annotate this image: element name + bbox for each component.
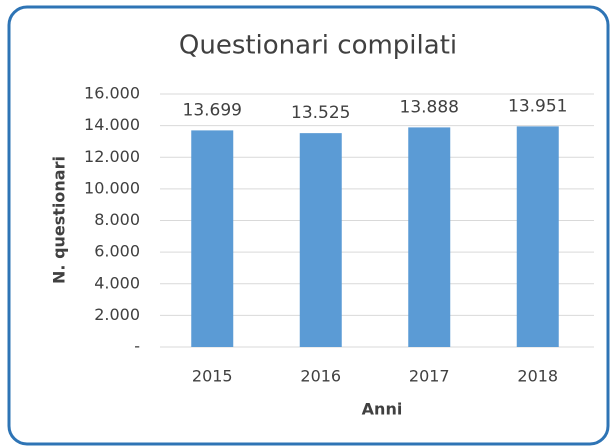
- bar: [516, 126, 559, 347]
- y-tick-label: 14.000: [84, 115, 140, 134]
- data-label: 13.888: [400, 97, 459, 117]
- y-tick-label: -: [134, 337, 140, 356]
- chart-title: Questionari compilati: [179, 31, 457, 61]
- bar: [191, 130, 234, 347]
- y-tick-label: 4.000: [94, 273, 140, 292]
- x-tick-label: 2015: [192, 367, 233, 386]
- data-label: 13.951: [508, 96, 567, 116]
- y-tick-label: 10.000: [84, 178, 140, 197]
- y-axis-label: N. questionari: [50, 156, 69, 284]
- bar: [299, 133, 342, 347]
- x-axis-label: Anni: [362, 400, 403, 419]
- x-tick-label: 2016: [300, 367, 341, 386]
- y-tick-label: 16.000: [84, 84, 140, 103]
- y-tick-label: 2.000: [94, 305, 140, 324]
- y-tick-label: 6.000: [94, 242, 140, 261]
- data-label: 13.525: [291, 103, 350, 123]
- data-label: 13.699: [183, 100, 242, 120]
- x-tick-label: 2017: [409, 367, 450, 386]
- y-tick-label: 8.000: [94, 210, 140, 229]
- x-tick-label: 2018: [517, 367, 558, 386]
- bar: [408, 127, 451, 348]
- y-tick-label: 12.000: [84, 147, 140, 166]
